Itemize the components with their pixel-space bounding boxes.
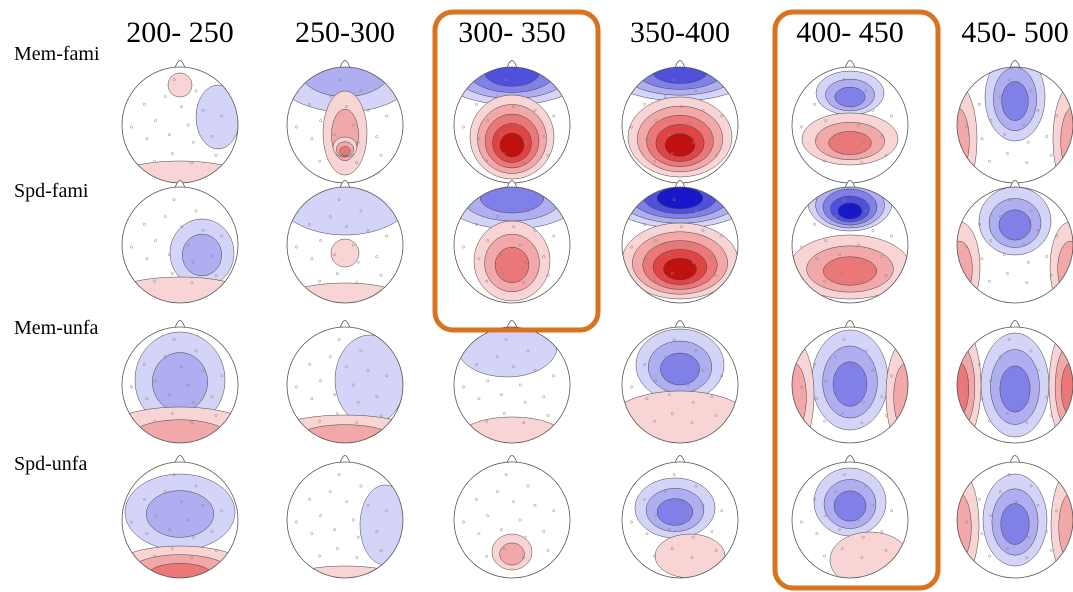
- contour-level: [1000, 366, 1030, 412]
- contour-level: [838, 203, 862, 219]
- contour-level: [131, 420, 229, 454]
- topomap: [454, 317, 570, 453]
- contour-level: [105, 277, 255, 321]
- contour-level: [500, 133, 524, 157]
- topomap: [937, 53, 1073, 194]
- row-label: Spd-fami: [14, 180, 89, 202]
- contour-level: [500, 543, 525, 565]
- contour-level: [495, 247, 529, 283]
- contour-level: [947, 493, 972, 561]
- contour-level: [1002, 81, 1029, 120]
- column-label: 350-400: [630, 16, 730, 49]
- column-label: 400- 450: [796, 16, 904, 49]
- topomap: [600, 29, 760, 183]
- topomap: [110, 456, 250, 592]
- contour-level: [182, 234, 221, 276]
- contour-level: [945, 107, 970, 175]
- contour-level: [299, 425, 391, 450]
- contour-level: [835, 87, 865, 107]
- topomap: [100, 321, 260, 464]
- contour-level: [462, 417, 562, 453]
- contour-level: [295, 566, 395, 586]
- potential-field: [434, 29, 590, 179]
- topomap: [434, 29, 590, 183]
- contour-level: [999, 210, 1031, 240]
- column-label: 300- 350: [458, 16, 566, 49]
- contour-level: [655, 534, 725, 578]
- contour-level: [665, 134, 695, 157]
- contour-level: [457, 317, 557, 377]
- topomap: [454, 456, 570, 579]
- row-label: Mem-fami: [14, 43, 100, 65]
- contour-level: [331, 239, 359, 267]
- contour-level: [657, 499, 693, 526]
- contour-level: [335, 335, 405, 425]
- contour-level: [146, 491, 214, 538]
- contour-level: [152, 352, 207, 411]
- topomap: [622, 456, 738, 579]
- contour-level: [340, 147, 351, 156]
- contour-level: [782, 363, 807, 431]
- column-label: 200- 250: [126, 16, 234, 49]
- contour-level: [663, 258, 696, 280]
- topomap: [792, 61, 908, 184]
- column-label: 250-300: [295, 16, 395, 49]
- topomap: [792, 456, 910, 589]
- contour-level: [610, 391, 750, 451]
- contour-level: [833, 362, 867, 406]
- contour-level: [830, 532, 910, 588]
- topomap: [940, 181, 1073, 313]
- topomap-grid: [100, 22, 1073, 592]
- topomap: [270, 321, 420, 456]
- contour-level: [823, 257, 876, 285]
- contour-level: [940, 222, 980, 312]
- topomap: [790, 175, 910, 303]
- contour-level: [299, 41, 391, 96]
- topomap: [774, 321, 926, 451]
- contour-level: [894, 363, 919, 431]
- topomap: [110, 61, 250, 202]
- potential-field: [600, 29, 760, 177]
- contour-level: [657, 187, 703, 209]
- topomap: [939, 456, 1073, 581]
- column-label: 450- 500: [961, 16, 1069, 49]
- contour-level: [829, 131, 872, 154]
- figure: 200- 250 250-300 300- 350 350-400 400- 450 45…: [0, 0, 1073, 592]
- row-label: Mem-unfa: [14, 317, 99, 339]
- contour-level: [937, 84, 977, 194]
- contour-level: [168, 73, 192, 97]
- contour-level: [196, 85, 240, 149]
- topomap: [610, 321, 750, 452]
- contour-level: [948, 241, 973, 296]
- topomap: [937, 321, 1073, 446]
- contour-level: [834, 491, 866, 521]
- row-label: Spd-unfa: [14, 453, 87, 475]
- topomap: [105, 181, 255, 322]
- contour-level: [1001, 504, 1029, 545]
- contour-level: [285, 283, 405, 315]
- topomap: [287, 456, 410, 587]
